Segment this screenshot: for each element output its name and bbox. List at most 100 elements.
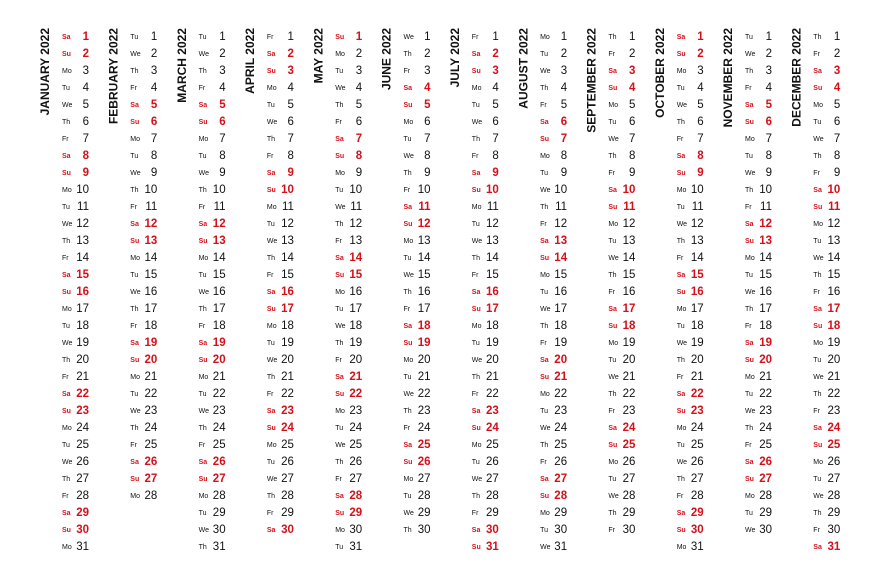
weekday: We [404,391,414,398]
weekday: Fr [540,459,547,466]
day-number: 12 [554,218,567,230]
day-number: 2 [287,48,293,60]
day-number: 17 [418,303,431,315]
day-number: 4 [151,82,158,94]
day-number: 15 [281,269,294,281]
day-number: 17 [349,303,362,315]
weekday: Fr [62,255,69,262]
day-number: 26 [281,456,294,468]
day-number: 9 [492,167,498,179]
day-number: 18 [213,320,226,332]
day-number: 21 [349,371,362,383]
day-number: 2 [83,48,89,60]
weekday: Fr [335,476,342,483]
weekday: Mo [199,374,209,381]
weekday: We [267,476,277,483]
weekday: Su [813,323,822,330]
day-number: 10 [76,184,89,196]
day-number: 25 [213,439,226,451]
day-number: 4 [287,82,294,94]
weekday: Su [267,68,276,75]
weekday: Sa [267,170,276,177]
day-number: 14 [554,252,567,264]
day-number: 13 [759,235,772,247]
weekday: Fr [472,272,479,279]
weekday: Sa [199,221,208,228]
weekday: Tu [199,272,207,279]
weekday: Tu [267,102,275,109]
weekday: Fr [608,527,615,534]
day-number: 13 [623,235,636,247]
day-number: 7 [697,133,703,145]
day-number: 6 [83,116,89,128]
day-number: 21 [213,371,226,383]
day-number: 11 [77,201,89,213]
day-number: 13 [691,235,704,247]
day-number: 22 [759,388,772,400]
day-number: 14 [281,252,294,264]
day-number: 25 [486,439,499,451]
weekday: Tu [813,357,821,364]
day-number: 23 [76,405,89,417]
weekday: Fr [130,85,137,92]
weekday: Mo [745,136,755,143]
weekday: Tu [472,340,480,347]
day-number: 16 [281,286,294,298]
day-number: 4 [766,82,773,94]
weekday: Sa [813,544,822,551]
weekday: We [267,238,277,245]
weekday: We [130,408,140,415]
day-number: 18 [349,320,362,332]
weekday: Su [677,527,686,534]
weekday: Sa [745,340,754,347]
day-number: 19 [418,337,431,349]
weekday: Mo [267,323,277,330]
weekday: Su [813,204,822,211]
weekday: We [677,221,687,228]
day-number: 24 [76,422,89,434]
weekday: Th [608,34,616,41]
day-number: 23 [145,405,158,417]
weekday: Tu [677,85,685,92]
day-number: 1 [151,31,157,43]
weekday: Th [745,306,753,313]
weekday: Tu [472,221,480,228]
weekday: We [404,34,414,41]
day-number: 11 [555,201,567,213]
day-number: 10 [145,184,158,196]
day-number: 27 [418,473,431,485]
weekday: Tu [62,204,70,211]
weekday: Su [472,425,481,432]
day-number: 25 [145,439,158,451]
weekday: Tu [540,527,548,534]
day-number: 2 [424,48,430,60]
weekday: Sa [267,408,276,415]
weekday: Mo [608,102,618,109]
day-number: 22 [623,388,636,400]
day-number: 3 [219,65,225,77]
day-number: 25 [76,439,89,451]
day-number: 5 [83,99,89,111]
day-number: 16 [759,286,772,298]
weekday: Sa [130,459,139,466]
day-number: 8 [697,150,704,162]
weekday: Th [335,102,343,109]
weekday: Su [335,153,344,160]
weekday: Mo [404,238,414,245]
day-number: 10 [281,184,294,196]
day-number: 20 [349,354,362,366]
day-number: 25 [281,439,294,451]
day-number: 18 [554,320,567,332]
weekday: Th [813,34,821,41]
day-number: 30 [76,524,89,536]
weekday: Sa [199,340,208,347]
day-number: 10 [349,184,362,196]
weekday: Tu [335,306,343,313]
month-title: MAY 2022 [311,28,325,84]
day-number: 12 [76,218,89,230]
day-number: 13 [281,235,294,247]
day-number: 2 [492,48,498,60]
day-number: 15 [76,269,89,281]
day-number: 5 [356,99,362,111]
day-number: 6 [561,116,567,128]
